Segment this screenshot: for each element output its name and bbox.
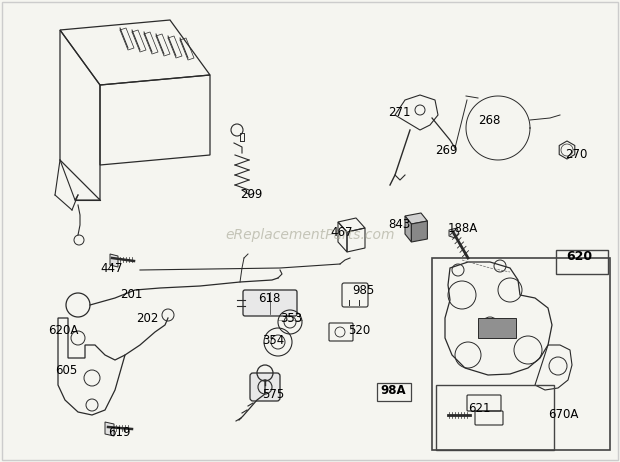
Bar [478, 318, 516, 338]
Text: 271: 271 [388, 105, 410, 118]
Text: 618: 618 [258, 292, 280, 304]
Text: 188A: 188A [448, 221, 478, 235]
Text: 619: 619 [108, 426, 130, 438]
Text: 209: 209 [240, 188, 262, 201]
FancyBboxPatch shape [250, 373, 280, 401]
Text: 269: 269 [435, 144, 458, 157]
Text: 353: 353 [280, 311, 302, 324]
Text: 467: 467 [330, 226, 353, 239]
Text: eReplacementParts.com: eReplacementParts.com [225, 228, 395, 242]
Polygon shape [105, 422, 114, 436]
Polygon shape [110, 254, 118, 267]
Text: 620A: 620A [48, 323, 78, 336]
Text: 354: 354 [262, 334, 284, 346]
Text: 98A: 98A [380, 383, 405, 396]
Text: 620: 620 [566, 249, 592, 262]
Text: 843: 843 [388, 218, 410, 231]
Polygon shape [405, 216, 412, 242]
Text: 268: 268 [478, 114, 500, 127]
Text: 202: 202 [136, 311, 158, 324]
Bar [432, 258, 610, 450]
FancyBboxPatch shape [243, 290, 297, 316]
Polygon shape [412, 221, 427, 242]
Bar [436, 385, 554, 450]
Polygon shape [449, 228, 459, 238]
Text: 270: 270 [565, 148, 587, 162]
Polygon shape [405, 213, 427, 224]
Text: 670A: 670A [548, 408, 578, 421]
Text: 985: 985 [352, 284, 374, 297]
Text: 201: 201 [120, 288, 143, 302]
Text: 520: 520 [348, 323, 370, 336]
Text: 575: 575 [262, 389, 284, 401]
Text: 447: 447 [100, 261, 123, 274]
Text: 621: 621 [468, 401, 490, 414]
Text: 605: 605 [55, 364, 78, 377]
